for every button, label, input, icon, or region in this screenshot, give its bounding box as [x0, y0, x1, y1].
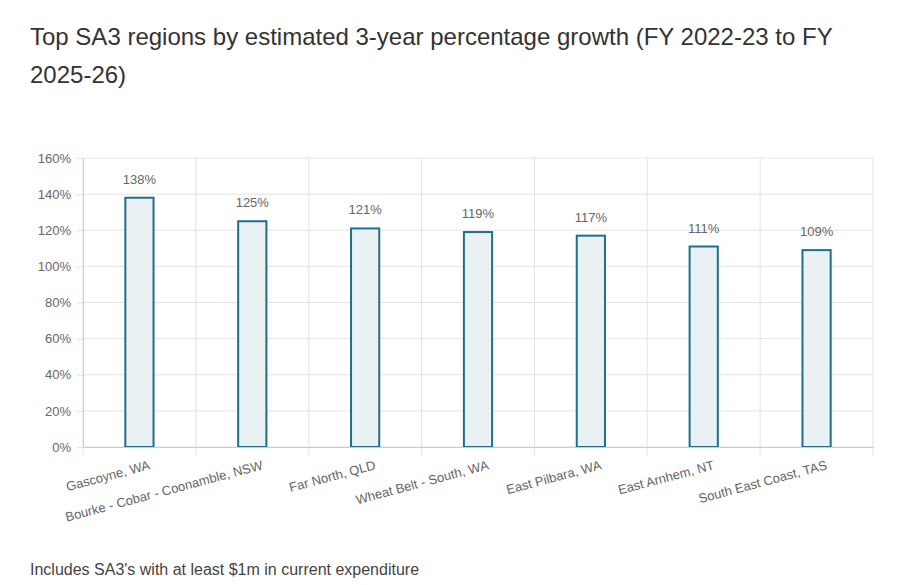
title-line: Top SA3 regions by estimated 3-year perc… — [30, 23, 833, 50]
grid-line-vertical — [421, 158, 422, 455]
tick-mark — [77, 158, 83, 159]
y-axis: 0% 20% 40% 60% 80% 100% 120% 140% 160% — [38, 151, 84, 455]
tick: Far North, QLD — [287, 447, 377, 495]
grid-line-vertical — [760, 158, 761, 455]
grid — [83, 158, 873, 455]
bar — [464, 232, 492, 447]
tick-mark — [77, 339, 83, 340]
data-label: 109% — [800, 224, 834, 239]
bar — [125, 198, 153, 447]
bar — [690, 247, 718, 447]
title-line: 2025-26) — [30, 61, 126, 88]
tick-mark — [77, 447, 83, 448]
tick-mark — [77, 266, 83, 267]
bar — [802, 250, 830, 447]
chart: Top SA3 regions by estimated 3-year perc… — [0, 0, 911, 585]
tick-label: 20% — [45, 404, 71, 419]
data-label: 138% — [123, 172, 157, 187]
tick: 140% — [38, 187, 83, 202]
tick-label: 60% — [45, 331, 71, 346]
tick: Bourke - Cobar - Coonamble, NSW — [64, 447, 265, 525]
bar — [351, 228, 379, 447]
data-label: 121% — [349, 202, 383, 217]
tick-label: Gascoyne, WA — [64, 457, 151, 494]
data-label: 119% — [462, 206, 495, 221]
grid-line-vertical — [534, 158, 535, 455]
tick: 160% — [38, 151, 83, 166]
grid-line-vertical — [195, 158, 196, 455]
data-label: 117% — [575, 210, 608, 225]
tick-label: Bourke - Cobar - Coonamble, NSW — [64, 457, 265, 524]
grid-line-vertical — [308, 158, 309, 455]
x-axis: Gascoyne, WABourke - Cobar - Coonamble, … — [64, 447, 874, 525]
grid-line-vertical — [873, 158, 874, 455]
tick-label: South East Coast, TAS — [697, 457, 829, 506]
title: Top SA3 regions by estimated 3-year perc… — [30, 23, 833, 88]
tick-label: East Pilbara, WA — [505, 457, 604, 497]
footnote: Includes SA3's with at least $1m in curr… — [30, 561, 419, 578]
data-label: 111% — [688, 221, 720, 236]
bars — [125, 198, 830, 447]
tick: East Pilbara, WA — [505, 447, 604, 497]
tick-label: 160% — [38, 151, 72, 166]
tick-mark — [77, 303, 83, 304]
data-labels: 138% 125% 121% 119% 117% 111% 109% — [123, 172, 834, 239]
tick: 40% — [45, 367, 83, 382]
data-label: 125% — [236, 195, 270, 210]
tick-mark — [77, 375, 83, 376]
tick-mark — [77, 194, 83, 195]
axis-line — [77, 159, 84, 448]
bar — [238, 221, 266, 447]
tick: South East Coast, TAS — [697, 447, 829, 506]
tick-label: 40% — [45, 367, 71, 382]
tick-mark — [77, 230, 83, 231]
axis-line — [84, 447, 874, 448]
tick: 120% — [38, 223, 83, 238]
tick-label: 140% — [38, 187, 72, 202]
tick-label: Wheat Belt - South, WA — [354, 457, 490, 507]
tick-label: 0% — [52, 440, 71, 455]
tick: 100% — [38, 259, 83, 274]
grid-line — [83, 158, 873, 159]
tick: Gascoyne, WA — [64, 447, 151, 494]
tick-mark — [77, 411, 83, 412]
bar — [577, 236, 605, 447]
tick: Wheat Belt - South, WA — [354, 447, 490, 507]
tick: 0% — [52, 440, 83, 455]
tick: 80% — [45, 295, 83, 310]
tick-label: 100% — [38, 259, 72, 274]
grid-line — [83, 194, 873, 195]
grid-line-vertical — [647, 158, 648, 455]
tick: 60% — [45, 331, 83, 346]
tick-label: 80% — [45, 295, 71, 310]
grid-line — [83, 230, 873, 231]
tick: 20% — [45, 404, 83, 419]
tick-label: 120% — [38, 223, 72, 238]
